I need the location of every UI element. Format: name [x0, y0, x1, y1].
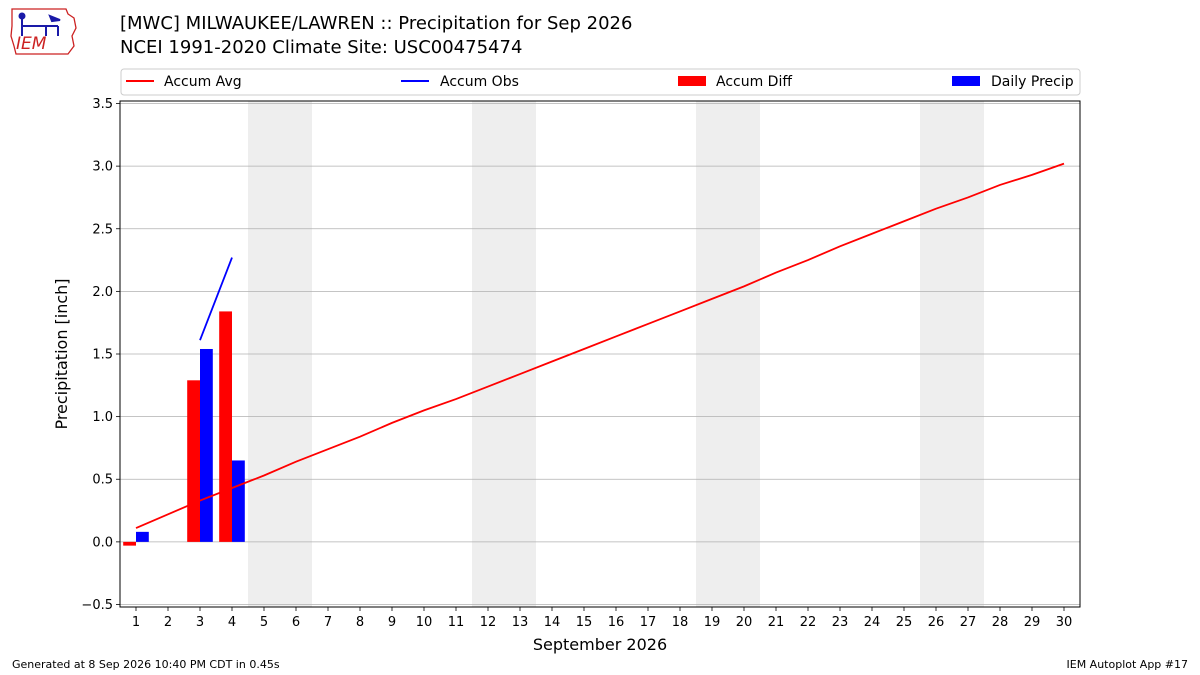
chart-title: [MWC] MILWAUKEE/LAWREN :: Precipitation … [120, 13, 633, 34]
legend-box [120, 68, 1081, 96]
legend-label-accum-diff: Accum Diff [716, 74, 792, 90]
iem-logo-icon: IEM [10, 8, 77, 55]
x-tick-label: 12 [480, 615, 497, 630]
legend-label-accum-obs: Accum Obs [440, 74, 519, 90]
legend-label-daily-precip: Daily Precip [991, 74, 1074, 90]
y-tick-label: 3.5 [92, 97, 113, 112]
legend-swatch-daily-precip [952, 76, 980, 86]
x-tick-label: 6 [292, 615, 300, 630]
x-tick-label: 19 [704, 615, 721, 630]
y-tick-label: 0.5 [92, 473, 113, 488]
legend-label-accum-avg: Accum Avg [164, 74, 242, 90]
bar-daily-precip [200, 348, 213, 542]
x-tick-label: 24 [864, 615, 881, 630]
x-tick-label: 7 [324, 615, 332, 630]
x-tick-label: 26 [928, 615, 945, 630]
chart-legend: Accum Avg Accum Obs Accum Diff Daily Precip [120, 68, 1081, 96]
chart-subtitle: NCEI 1991-2020 Climate Site: USC00475474 [120, 37, 523, 58]
y-tick-label: 1.5 [92, 348, 113, 363]
y-tick-label: 3.0 [92, 160, 113, 175]
bar-accum-diff [219, 311, 232, 542]
x-tick-label: 23 [832, 615, 849, 630]
x-tick-label: 18 [672, 615, 689, 630]
x-tick-label: 22 [800, 615, 817, 630]
x-tick-label: 5 [260, 615, 268, 630]
x-tick-label: 30 [1056, 615, 1073, 630]
y-tick-label: 2.5 [92, 222, 113, 237]
x-axis-label: September 2026 [533, 635, 667, 654]
x-tick-label: 28 [992, 615, 1009, 630]
x-tick-label: 25 [896, 615, 913, 630]
legend-swatch-accum-diff [678, 76, 706, 86]
x-tick-label: 17 [640, 615, 657, 630]
iem-logo-text: IEM [16, 34, 47, 54]
x-tick-label: 29 [1024, 615, 1041, 630]
x-tick-label: 16 [608, 615, 625, 630]
x-tick-label: 20 [736, 615, 753, 630]
line-accum-avg [135, 162, 1065, 529]
x-tick-label: 8 [356, 615, 364, 630]
x-tick-label: 10 [416, 615, 433, 630]
x-tick-label: 21 [768, 615, 785, 630]
x-tick-label: 9 [388, 615, 396, 630]
x-tick-label: 4 [228, 615, 236, 630]
generated-timestamp: Generated at 8 Sep 2026 10:40 PM CDT in … [12, 658, 280, 671]
plot-area: −0.50.00.51.01.52.02.53.03.51 2 3 4 5 6 7 8 9 10 1… [52, 97, 1081, 654]
app-id-label: IEM Autoplot App #17 [1066, 658, 1189, 671]
plot-frame [119, 100, 1081, 608]
y-tick-label: 2.0 [92, 285, 113, 300]
x-tick-label: 11 [448, 615, 465, 630]
x-tick-label: 13 [512, 615, 529, 630]
y-axis-label: Precipitation [inch] [52, 278, 71, 429]
bar-accum-diff [123, 541, 136, 546]
x-tick-label: 2 [164, 615, 172, 630]
x-tick-label: 15 [576, 615, 593, 630]
bar-daily-precip [136, 531, 149, 542]
line-accum-obs [199, 257, 233, 341]
x-tick-label: 3 [196, 615, 204, 630]
y-tick-label: 1.0 [92, 410, 113, 425]
bar-accum-diff [187, 380, 200, 542]
x-tick-label: 14 [544, 615, 561, 630]
y-tick-label: 0.0 [92, 535, 113, 550]
y-tick-label: −0.5 [81, 598, 113, 613]
bar-daily-precip [232, 460, 245, 542]
x-tick-label: 27 [960, 615, 977, 630]
x-tick-label: 1 [132, 615, 140, 630]
